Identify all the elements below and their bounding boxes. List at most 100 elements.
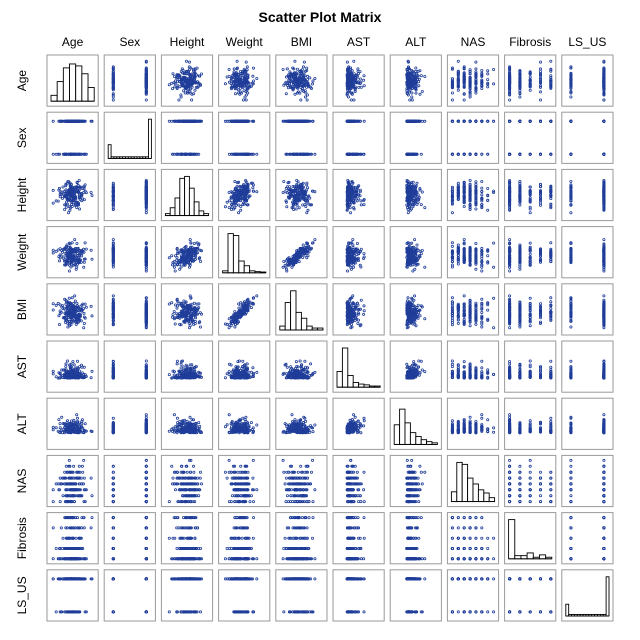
point [345, 76, 349, 80]
point [190, 98, 194, 102]
point [233, 92, 237, 96]
point [111, 92, 115, 96]
point [358, 70, 362, 74]
point [198, 74, 202, 78]
point [240, 72, 244, 76]
point [356, 80, 360, 84]
row-label-height: Height [15, 177, 29, 212]
point [238, 70, 242, 74]
point [178, 85, 182, 89]
column-label-ast: AST [347, 35, 371, 49]
point [187, 85, 191, 89]
point [223, 82, 227, 86]
point [244, 71, 248, 75]
cell-age-sex [103, 54, 156, 107]
point [233, 85, 237, 89]
point [187, 65, 191, 69]
point [292, 87, 296, 91]
point [306, 83, 310, 87]
point [281, 68, 285, 72]
point [301, 78, 305, 82]
histogram-bar [75, 65, 83, 102]
point [184, 77, 188, 81]
point [246, 91, 250, 95]
row-label-bmi: BMI [15, 299, 29, 320]
point [111, 93, 115, 97]
histogram-bar [193, 201, 200, 217]
cell-sex-ast [332, 111, 385, 164]
point [346, 70, 350, 74]
cell-sex-bmi [275, 111, 328, 164]
point [177, 98, 181, 102]
cell-age-bmi [275, 54, 328, 107]
point [111, 98, 115, 102]
point [294, 77, 298, 81]
cell-frame [332, 168, 385, 222]
point [289, 79, 293, 83]
cell-age-nas [446, 54, 500, 107]
point [144, 77, 148, 81]
row-label-ast: AST [15, 354, 29, 378]
point [418, 92, 422, 96]
point [172, 75, 176, 79]
point [175, 85, 179, 89]
point [111, 76, 115, 80]
point [194, 80, 198, 84]
column-label-sex: Sex [119, 35, 140, 49]
point [189, 73, 193, 77]
point [235, 80, 239, 84]
cell-frame [446, 168, 500, 222]
point [182, 72, 186, 76]
point [111, 88, 115, 92]
point [175, 87, 179, 91]
point [239, 76, 243, 80]
point [229, 82, 233, 86]
point [180, 67, 184, 71]
point [180, 77, 184, 81]
point [405, 89, 409, 93]
point [144, 98, 148, 102]
point [252, 79, 256, 83]
point [245, 85, 249, 89]
point [242, 70, 246, 74]
point [305, 66, 309, 70]
point [227, 80, 231, 84]
point [356, 72, 360, 76]
point [305, 93, 309, 97]
point [144, 91, 148, 95]
point [255, 77, 259, 81]
point [167, 83, 171, 87]
point [355, 76, 359, 80]
histogram-bar [50, 94, 58, 102]
column-label-age: Age [62, 35, 84, 49]
point [144, 85, 148, 89]
histogram-bar [62, 67, 70, 102]
row-label-age: Age [15, 70, 29, 92]
point [238, 80, 242, 84]
point [245, 87, 249, 91]
point [284, 92, 288, 96]
point [351, 83, 355, 87]
point [237, 74, 241, 78]
point [358, 77, 362, 81]
histogram-bar [148, 118, 152, 159]
point [347, 66, 351, 70]
point [299, 85, 303, 89]
point [350, 91, 354, 95]
point [232, 70, 236, 74]
point [353, 86, 357, 90]
cell-age-weight [218, 54, 271, 107]
point [188, 82, 192, 86]
row-label-ls_us: LS_US [15, 576, 29, 614]
cell-sex-fibrosis [504, 111, 557, 164]
histogram-bar [174, 197, 181, 217]
point [182, 89, 186, 93]
column-label-height: Height [170, 35, 205, 49]
point [345, 93, 349, 97]
point [227, 68, 231, 72]
point [418, 69, 422, 73]
point [345, 92, 349, 96]
point [359, 85, 363, 89]
point [199, 72, 203, 76]
